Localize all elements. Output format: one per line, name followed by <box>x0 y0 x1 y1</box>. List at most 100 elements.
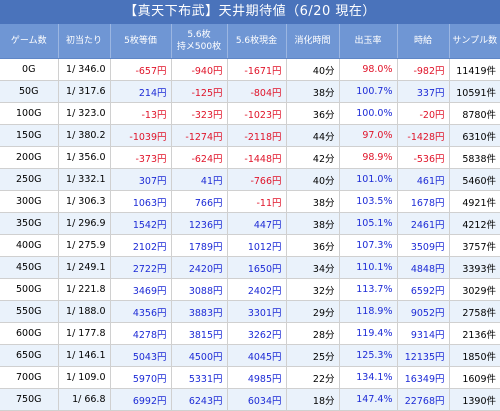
eq5-value-cell: 4356円 <box>110 300 172 323</box>
payout-rate-cell: 119.4% <box>339 322 398 345</box>
table-row: 500G 1/ 221.8 3469円 3088円 2402円 32分 113.7% 6592… <box>0 278 500 301</box>
sample-cell: 3757件 <box>449 234 500 257</box>
payout-rate-cell: 97.0% <box>339 124 398 147</box>
c56-value-cell: 3262円 <box>227 322 287 345</box>
sample-cell: 10591件 <box>449 80 500 103</box>
table-row: 0G 1/ 346.0 -657円 -940円 -1671円 40分 98.0% -982円 1… <box>0 58 500 81</box>
c56-value-cell: -766円 <box>227 168 287 191</box>
hourly-cell: 337円 <box>397 80 450 103</box>
payout-rate-cell: 110.1% <box>339 256 398 279</box>
table-row: 50G 1/ 317.6 214円 -125円 -804円 38分 100.7% 337円 10… <box>0 80 500 103</box>
game-count-cell: 700G <box>0 366 59 389</box>
first-hit-cell: 1/ 109.0 <box>58 366 111 389</box>
m56-value-cell: 3088円 <box>171 278 228 301</box>
first-hit-cell: 1/ 317.6 <box>58 80 111 103</box>
sample-cell: 2758件 <box>449 300 500 323</box>
time-cell: 32分 <box>286 278 340 301</box>
time-cell: 40分 <box>286 58 340 81</box>
table-row: 550G 1/ 188.0 4356円 3883円 3301円 29分 118.9% 9052… <box>0 300 500 323</box>
table-row: 600G 1/ 177.8 4278円 3815円 3262円 28分 119.4% 9314… <box>0 322 500 345</box>
column-header-5-equal: 5枚等価 <box>110 24 172 59</box>
eq5-value-cell: 5970円 <box>110 366 172 389</box>
eq5-value-cell: 1542円 <box>110 212 172 235</box>
c56-value-cell: -1023円 <box>227 102 287 125</box>
c56-value-cell: -1671円 <box>227 58 287 81</box>
hourly-cell: 22768円 <box>397 388 450 411</box>
m56-value-cell: 6243円 <box>171 388 228 411</box>
eq5-value-cell: -373円 <box>110 146 172 169</box>
payout-rate-cell: 98.0% <box>339 58 398 81</box>
first-hit-cell: 1/ 296.9 <box>58 212 111 235</box>
eq5-value-cell: -13円 <box>110 102 172 125</box>
m56-value-cell: -940円 <box>171 58 228 81</box>
time-cell: 29分 <box>286 300 340 323</box>
c56-value-cell: 2402円 <box>227 278 287 301</box>
time-cell: 42分 <box>286 146 340 169</box>
c56-value-cell: -2118円 <box>227 124 287 147</box>
game-count-cell: 0G <box>0 58 59 81</box>
first-hit-cell: 1/ 306.3 <box>58 190 111 213</box>
sample-cell: 4212件 <box>449 212 500 235</box>
game-count-cell: 750G <box>0 388 59 411</box>
c56-value-cell: 4985円 <box>227 366 287 389</box>
payout-rate-cell: 134.1% <box>339 366 398 389</box>
game-count-cell: 600G <box>0 322 59 345</box>
m56-value-cell: -624円 <box>171 146 228 169</box>
c56-value-cell: -1448円 <box>227 146 287 169</box>
eq5-value-cell: 4278円 <box>110 322 172 345</box>
eq5-value-cell: 5043円 <box>110 344 172 367</box>
header-row: ゲーム数 初当たり 5枚等価 5.6枚 持メ500枚 5.6枚現金 消化時間 出玉率 時給 サンプ… <box>0 24 500 59</box>
table-row: 100G 1/ 323.0 -13円 -323円 -1023円 36分 100.0% -20円… <box>0 102 500 125</box>
first-hit-cell: 1/ 346.0 <box>58 58 111 81</box>
first-hit-cell: 1/ 356.0 <box>58 146 111 169</box>
column-header-56-cash: 5.6枚現金 <box>227 24 287 59</box>
hourly-cell: 1678円 <box>397 190 450 213</box>
column-header-time: 消化時間 <box>286 24 340 59</box>
sample-cell: 1609件 <box>449 366 500 389</box>
time-cell: 40分 <box>286 168 340 191</box>
m56-value-cell: -1274円 <box>171 124 228 147</box>
time-cell: 25分 <box>286 344 340 367</box>
table-row: 200G 1/ 356.0 -373円 -624円 -1448円 42分 98.9% -536… <box>0 146 500 169</box>
payout-rate-cell: 103.5% <box>339 190 398 213</box>
payout-rate-cell: 105.1% <box>339 212 398 235</box>
time-cell: 28分 <box>286 322 340 345</box>
eq5-value-cell: 6992円 <box>110 388 172 411</box>
m56-value-cell: -323円 <box>171 102 228 125</box>
c56-value-cell: 447円 <box>227 212 287 235</box>
hourly-cell: 6592円 <box>397 278 450 301</box>
eq5-value-cell: 214円 <box>110 80 172 103</box>
sample-cell: 1850件 <box>449 344 500 367</box>
first-hit-cell: 1/ 249.1 <box>58 256 111 279</box>
hourly-cell: -1428円 <box>397 124 450 147</box>
column-header-first-hit: 初当たり <box>58 24 111 59</box>
sample-cell: 1390件 <box>449 388 500 411</box>
hourly-cell: 3509円 <box>397 234 450 257</box>
page-title: 【真天下布武】天井期待値（6/20 現在） <box>0 0 500 24</box>
column-header-payout: 出玉率 <box>339 24 398 59</box>
payout-rate-cell: 98.9% <box>339 146 398 169</box>
m56-value-cell: 2420円 <box>171 256 228 279</box>
time-cell: 22分 <box>286 366 340 389</box>
sample-cell: 5838件 <box>449 146 500 169</box>
payout-rate-cell: 118.9% <box>339 300 398 323</box>
first-hit-cell: 1/ 275.9 <box>58 234 111 257</box>
sample-cell: 11419件 <box>449 58 500 81</box>
eq5-value-cell: -657円 <box>110 58 172 81</box>
eq5-value-cell: -1039円 <box>110 124 172 147</box>
first-hit-cell: 1/ 188.0 <box>58 300 111 323</box>
first-hit-cell: 1/ 66.8 <box>58 388 111 411</box>
table-row: 650G 1/ 146.1 5043円 4500円 4045円 25分 125.3% 1213… <box>0 344 500 367</box>
sample-cell: 4921件 <box>449 190 500 213</box>
column-header-game: ゲーム数 <box>0 24 59 59</box>
hourly-cell: 461円 <box>397 168 450 191</box>
c56-value-cell: 4045円 <box>227 344 287 367</box>
time-cell: 18分 <box>286 388 340 411</box>
time-cell: 38分 <box>286 212 340 235</box>
m56-value-cell: 4500円 <box>171 344 228 367</box>
game-count-cell: 550G <box>0 300 59 323</box>
sample-cell: 8780件 <box>449 102 500 125</box>
game-count-cell: 350G <box>0 212 59 235</box>
table-row: 400G 1/ 275.9 2102円 1789円 1012円 36分 107.3% 3509… <box>0 234 500 257</box>
game-count-cell: 450G <box>0 256 59 279</box>
